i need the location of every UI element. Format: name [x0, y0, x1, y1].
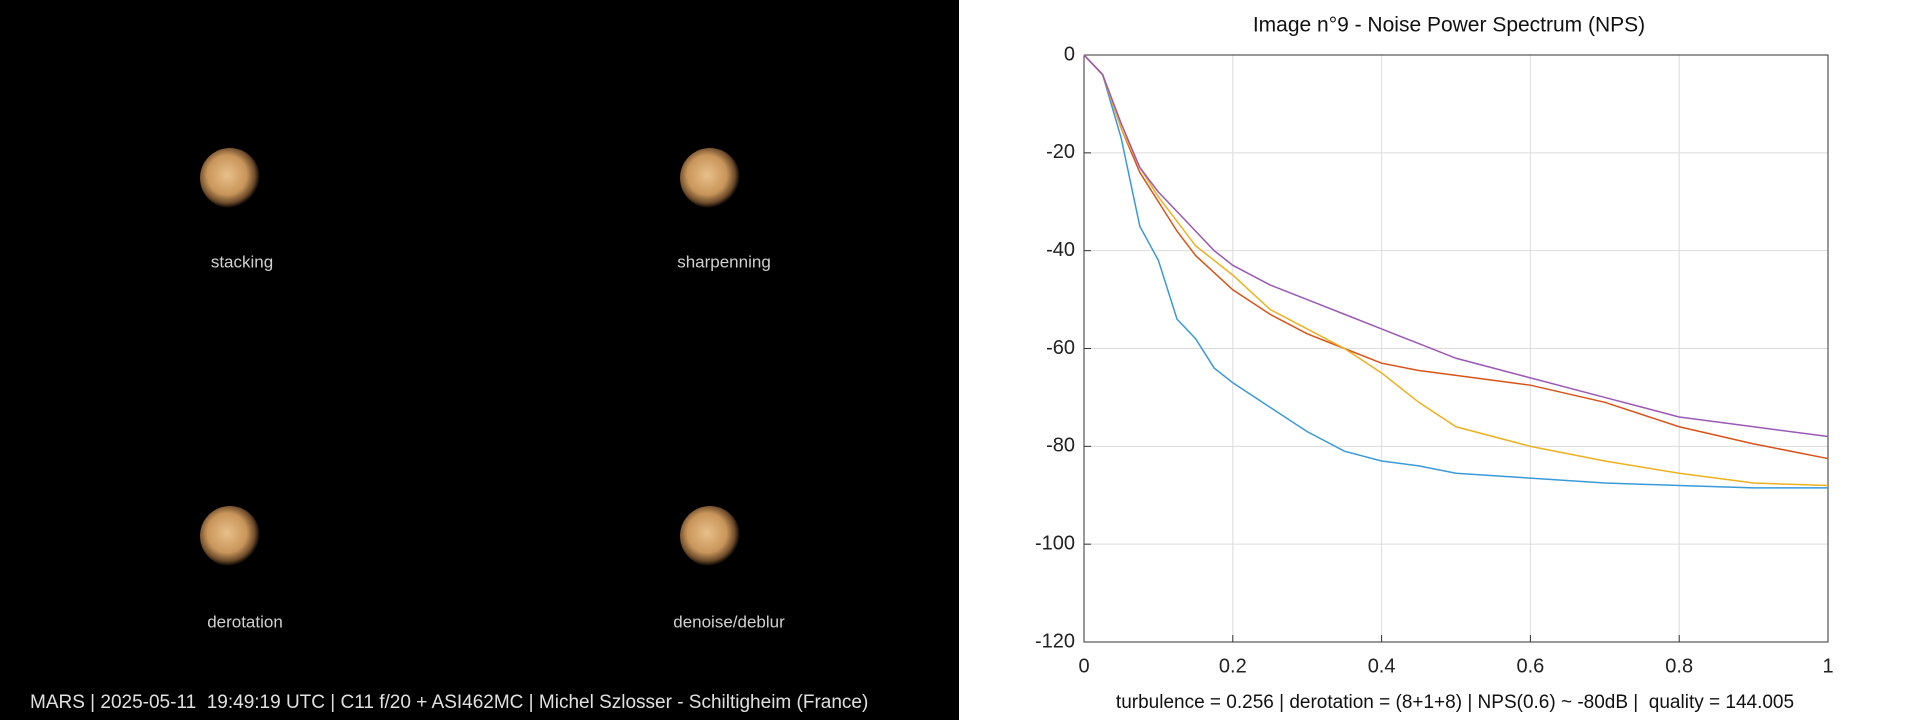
line-series	[1083, 54, 1828, 489]
caption: MARS | 2025-05-11 19:49:19 UTC | C11 f/2…	[30, 692, 868, 713]
panel-label: denoise/deblur	[673, 612, 785, 631]
y-tick-label: -80	[1046, 435, 1075, 457]
y-tick-label: -100	[1035, 532, 1075, 554]
y-tick-label: 0	[1064, 43, 1075, 65]
y-tick-label: -40	[1046, 239, 1075, 261]
x-tick-label: 0.8	[1665, 655, 1693, 677]
x-tick-label: 0.4	[1368, 655, 1396, 677]
panel-label: stacking	[211, 252, 273, 271]
x-tick-label: 0.6	[1516, 655, 1544, 677]
chart-title: Image n°9 - Noise Power Spectrum (NPS)	[1253, 14, 1645, 37]
line-series	[1083, 54, 1829, 438]
y-tick-label: -20	[1046, 141, 1075, 163]
y-tick-label: -60	[1046, 337, 1075, 359]
line-series	[1083, 54, 1829, 460]
planet-image	[680, 506, 740, 566]
axes-box	[1083, 54, 1829, 643]
panel-label: sharpenning	[677, 252, 771, 271]
panel-label: derotation	[207, 612, 283, 631]
footnote: turbulence = 0.256 | derotation = (8+1+8…	[1116, 692, 1794, 713]
x-tick-label: 0.2	[1219, 655, 1247, 677]
x-tick-label: 0	[1078, 655, 1089, 677]
planet-image	[200, 148, 260, 208]
image-panel	[0, 0, 959, 720]
y-tick-label: -120	[1035, 630, 1075, 652]
x-tick-label: 1	[1822, 655, 1833, 677]
planet-image	[200, 506, 260, 566]
planet-image	[680, 148, 740, 208]
